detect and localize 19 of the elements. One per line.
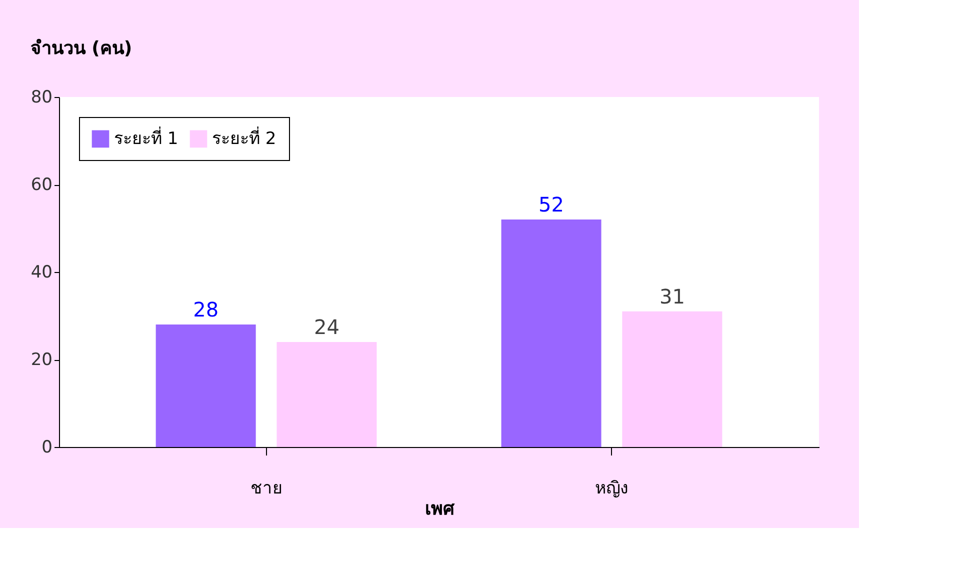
y-tick-label: 40 — [30, 262, 52, 282]
y-tick-label: 60 — [30, 175, 52, 195]
y-tick-label: 0 — [42, 438, 52, 458]
x-axis-title: เพศ — [425, 498, 455, 520]
bar — [622, 311, 722, 447]
y-axis-title: จำนวน (คน) — [30, 38, 132, 59]
y-tick-label: 80 — [30, 88, 52, 108]
y-tick-label: 20 — [30, 350, 52, 370]
bar — [156, 324, 256, 447]
legend-label: ระยะที่ 2 — [212, 126, 276, 149]
bar — [501, 220, 602, 447]
data-label: 24 — [314, 315, 340, 339]
x-tick-label: ชาย — [250, 478, 282, 498]
x-tick-label: หญิง — [595, 478, 628, 498]
bar — [276, 342, 377, 447]
data-label: 28 — [193, 298, 219, 322]
legend-label: ระยะที่ 1 — [114, 126, 178, 149]
data-label: 52 — [538, 192, 564, 216]
data-label: 31 — [659, 284, 685, 308]
